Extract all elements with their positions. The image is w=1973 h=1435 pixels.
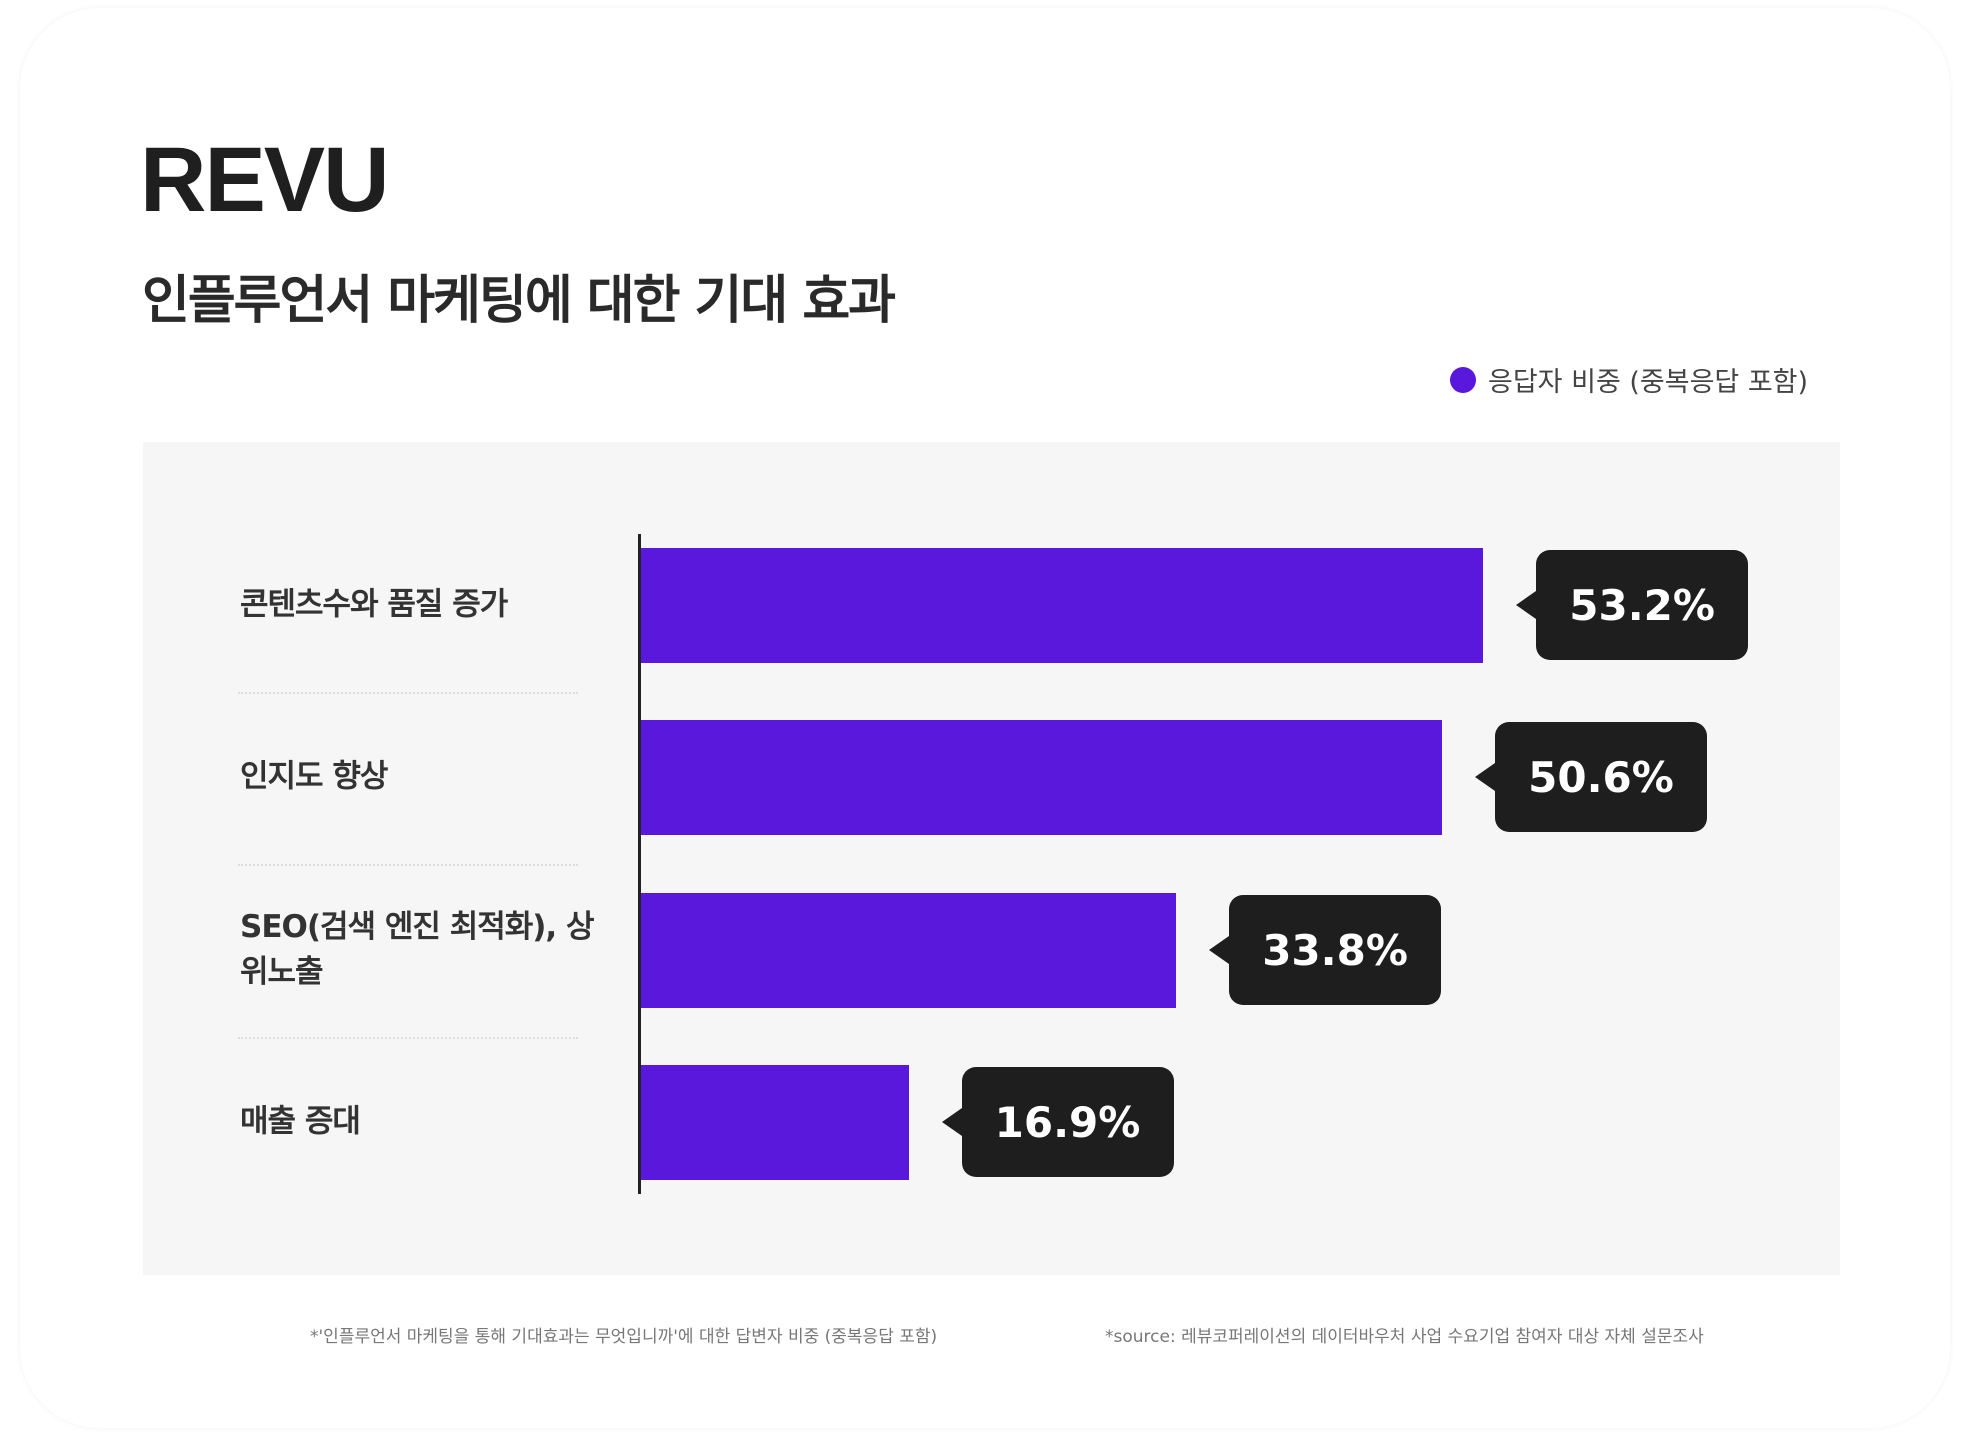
bar xyxy=(641,893,1177,1008)
bar xyxy=(641,720,1442,835)
row-separator xyxy=(238,864,578,866)
row-separator xyxy=(238,692,578,694)
revu-logo: REVU xyxy=(140,129,390,231)
category-label: 콘텐츠수와 품질 증가 xyxy=(240,586,508,623)
value-label: 50.6% xyxy=(1474,722,1707,832)
legend-label: 응답자 비중 (중복응답 포함) xyxy=(1488,367,1809,398)
footnote-source: *source: 레뷰코퍼레이션의 데이터바우처 사업 수요기업 참여자 대상 … xyxy=(1105,1327,1704,1347)
chart-title: 인플루언서 마케팅에 대한 기대 효과 xyxy=(142,271,896,331)
bar xyxy=(641,1065,909,1180)
value-label: 16.9% xyxy=(941,1067,1174,1177)
value-label: 33.8% xyxy=(1209,895,1442,1005)
legend: 응답자 비중 (중복응답 포함) xyxy=(1450,360,1808,399)
legend-dot-icon xyxy=(1450,366,1476,393)
category-label: 매출 증대 xyxy=(240,1103,361,1140)
category-label: SEO(검색 엔진 최적화), 상위노출 xyxy=(240,909,595,990)
value-label: 53.2% xyxy=(1516,550,1749,660)
footnote-question: *'인플루언서 마케팅을 통해 기대효과는 무엇입니까'에 대한 답변자 비중 … xyxy=(310,1327,938,1347)
category-label: 인지도 향상 xyxy=(240,758,388,795)
bar xyxy=(641,548,1484,663)
y-axis-line xyxy=(638,534,641,1194)
row-separator xyxy=(238,1037,578,1039)
